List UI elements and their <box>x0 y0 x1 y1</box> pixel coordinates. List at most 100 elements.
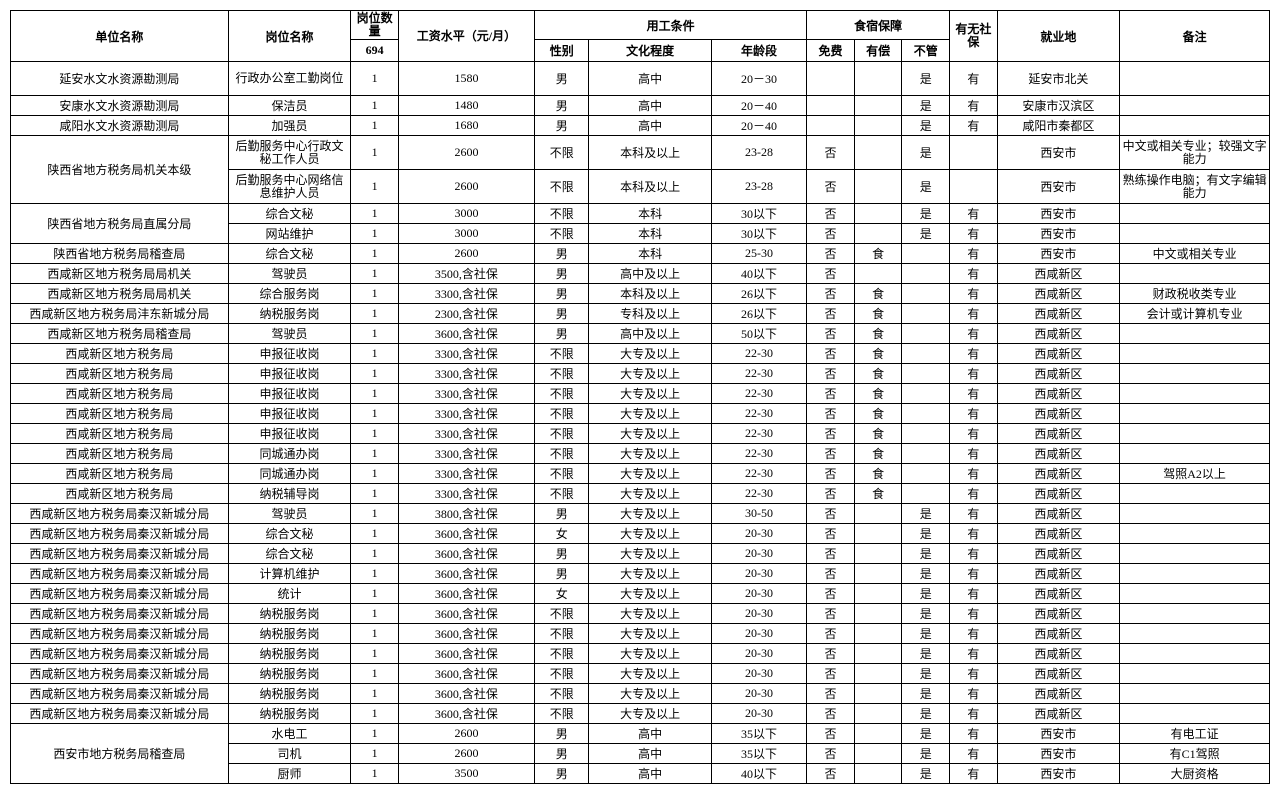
table-row: 西咸新区地方税务局秦汉新城分局计算机维护13600,含社保男大专及以上20-30… <box>11 564 1270 584</box>
table-row: 西咸新区地方税务局稽查局驾驶员13600,含社保男高中及以上50以下否食有西咸新… <box>11 324 1270 344</box>
cell-none <box>902 324 950 344</box>
cell-ins: 有 <box>950 116 998 136</box>
cell-post: 纳税服务岗 <box>228 684 350 704</box>
cell-salary: 2600 <box>398 136 534 170</box>
cell-note <box>1120 364 1270 384</box>
cell-paid <box>854 644 902 664</box>
col-cond: 用工条件 <box>534 11 806 40</box>
table-row: 安康水文水资源勘测局保洁员11480男高中20－40是有安康市汉滨区 <box>11 96 1270 116</box>
cell-loc: 西安市 <box>997 724 1119 744</box>
cell-paid <box>854 744 902 764</box>
cell-edu: 高中 <box>589 764 711 784</box>
cell-unit: 西咸新区地方税务局局机关 <box>11 264 229 284</box>
cell-none: 是 <box>902 684 950 704</box>
cell-qty: 1 <box>351 116 399 136</box>
cell-none: 是 <box>902 564 950 584</box>
cell-paid <box>854 704 902 724</box>
cell-age: 20-30 <box>711 524 806 544</box>
cell-none <box>902 264 950 284</box>
cell-unit: 西咸新区地方税务局 <box>11 464 229 484</box>
table-row: 西咸新区地方税务局局机关综合服务岗13300,含社保男本科及以上26以下否食有西… <box>11 284 1270 304</box>
cell-post: 行政办公室工勤岗位 <box>228 62 350 96</box>
cell-edu: 大专及以上 <box>589 364 711 384</box>
cell-paid <box>854 504 902 524</box>
cell-free: 否 <box>807 684 855 704</box>
cell-qty: 1 <box>351 404 399 424</box>
cell-qty: 1 <box>351 724 399 744</box>
cell-age: 22-30 <box>711 384 806 404</box>
cell-post: 申报征收岗 <box>228 404 350 424</box>
cell-age: 22-30 <box>711 464 806 484</box>
cell-loc: 西安市 <box>997 244 1119 264</box>
cell-salary: 1580 <box>398 62 534 96</box>
cell-edu: 大专及以上 <box>589 584 711 604</box>
cell-edu: 大专及以上 <box>589 344 711 364</box>
cell-paid <box>854 604 902 624</box>
cell-gender: 男 <box>534 116 588 136</box>
table-row: 西咸新区地方税务局秦汉新城分局纳税服务岗13600,含社保不限大专及以上20-3… <box>11 644 1270 664</box>
cell-gender: 男 <box>534 304 588 324</box>
cell-unit: 陕西省地方税务局直属分局 <box>11 204 229 244</box>
cell-gender: 不限 <box>534 664 588 684</box>
cell-qty: 1 <box>351 424 399 444</box>
cell-salary: 3600,含社保 <box>398 544 534 564</box>
table-row: 西咸新区地方税务局秦汉新城分局纳税服务岗13600,含社保不限大专及以上20-3… <box>11 624 1270 644</box>
cell-none <box>902 284 950 304</box>
cell-free: 否 <box>807 624 855 644</box>
cell-loc: 西咸新区 <box>997 604 1119 624</box>
cell-ins: 有 <box>950 224 998 244</box>
cell-loc: 西咸新区 <box>997 644 1119 664</box>
cell-gender: 男 <box>534 724 588 744</box>
cell-ins: 有 <box>950 424 998 444</box>
cell-salary: 3600,含社保 <box>398 324 534 344</box>
table-row: 咸阳水文水资源勘测局加强员11680男高中20－40是有咸阳市秦都区 <box>11 116 1270 136</box>
cell-post: 纳税服务岗 <box>228 304 350 324</box>
cell-post: 同城通办岗 <box>228 444 350 464</box>
cell-loc: 西咸新区 <box>997 584 1119 604</box>
cell-gender: 不限 <box>534 444 588 464</box>
cell-free: 否 <box>807 604 855 624</box>
cell-free: 否 <box>807 724 855 744</box>
cell-gender: 不限 <box>534 484 588 504</box>
cell-loc: 西咸新区 <box>997 424 1119 444</box>
cell-age: 30-50 <box>711 504 806 524</box>
cell-note <box>1120 444 1270 464</box>
cell-ins: 有 <box>950 344 998 364</box>
cell-ins: 有 <box>950 444 998 464</box>
cell-qty: 1 <box>351 244 399 264</box>
cell-loc: 西咸新区 <box>997 444 1119 464</box>
cell-qty: 1 <box>351 96 399 116</box>
cell-qty: 1 <box>351 136 399 170</box>
cell-none <box>902 424 950 444</box>
cell-age: 20-30 <box>711 584 806 604</box>
cell-none: 是 <box>902 204 950 224</box>
cell-paid: 食 <box>854 404 902 424</box>
cell-free: 否 <box>807 244 855 264</box>
cell-note: 大厨资格 <box>1120 764 1270 784</box>
cell-paid: 食 <box>854 464 902 484</box>
cell-note <box>1120 544 1270 564</box>
cell-loc: 西安市 <box>997 204 1119 224</box>
table-row: 西咸新区地方税务局申报征收岗13300,含社保不限大专及以上22-30否食有西咸… <box>11 384 1270 404</box>
cell-note: 中文或相关专业；较强文字能力 <box>1120 136 1270 170</box>
cell-loc: 西咸新区 <box>997 564 1119 584</box>
cell-salary: 3600,含社保 <box>398 564 534 584</box>
cell-none: 是 <box>902 744 950 764</box>
cell-qty: 1 <box>351 384 399 404</box>
cell-loc: 西咸新区 <box>997 364 1119 384</box>
cell-none: 是 <box>902 96 950 116</box>
table-row: 陕西省地方税务局直属分局综合文秘13000不限本科30以下否是有西安市 <box>11 204 1270 224</box>
cell-unit: 西咸新区地方税务局局机关 <box>11 284 229 304</box>
cell-age: 22-30 <box>711 424 806 444</box>
cell-note: 熟练操作电脑；有文字编辑能力 <box>1120 170 1270 204</box>
table-row: 西咸新区地方税务局局机关驾驶员13500,含社保男高中及以上40以下否有西咸新区 <box>11 264 1270 284</box>
cell-age: 40以下 <box>711 764 806 784</box>
cell-post: 驾驶员 <box>228 324 350 344</box>
cell-none <box>902 484 950 504</box>
cell-loc: 西咸新区 <box>997 324 1119 344</box>
cell-free: 否 <box>807 204 855 224</box>
cell-free: 否 <box>807 564 855 584</box>
cell-note <box>1120 664 1270 684</box>
cell-none: 是 <box>902 544 950 564</box>
cell-none <box>902 384 950 404</box>
